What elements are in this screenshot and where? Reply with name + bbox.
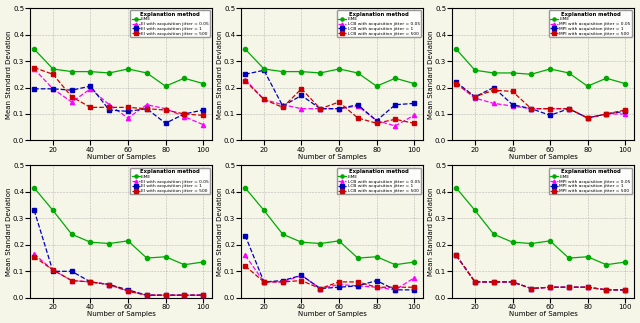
Y-axis label: Mean Standard Deviation: Mean Standard Deviation: [216, 187, 223, 276]
Legend: LIME, LCB with acquisition jitter = 0.05, LCB with acquisition jitter = 1, LCB w: LIME, LCB with acquisition jitter = 0.05…: [337, 168, 421, 194]
Legend: LIME, EI with acquisition jitter = 0.05, EI with acquisition jitter = 1, EI with: LIME, EI with acquisition jitter = 0.05,…: [131, 168, 210, 194]
Legend: LIME, EI with acquisition jitter = 0.05, EI with acquisition jitter = 1, EI with: LIME, EI with acquisition jitter = 0.05,…: [131, 10, 210, 37]
Y-axis label: Mean Standard Deviation: Mean Standard Deviation: [6, 30, 12, 119]
Legend: LIME, LCB with acquisition jitter = 0.05, LCB with acquisition jitter = 1, LCB w: LIME, LCB with acquisition jitter = 0.05…: [337, 10, 421, 37]
Y-axis label: Mean Standard Deviation: Mean Standard Deviation: [428, 187, 433, 276]
Text: (a): (a): [115, 183, 128, 192]
X-axis label: Number of Samples: Number of Samples: [298, 154, 367, 160]
Y-axis label: Mean Standard Deviation: Mean Standard Deviation: [216, 30, 223, 119]
Text: (c): (c): [537, 183, 550, 192]
X-axis label: Number of Samples: Number of Samples: [87, 311, 156, 318]
X-axis label: Number of Samples: Number of Samples: [87, 154, 156, 160]
Y-axis label: Mean Standard Deviation: Mean Standard Deviation: [6, 187, 12, 276]
X-axis label: Number of Samples: Number of Samples: [509, 154, 578, 160]
Legend: LIME, MPI with acquisition jitter = 0.05, MPI with acquisition jitter = 1, MPI w: LIME, MPI with acquisition jitter = 0.05…: [548, 10, 632, 37]
X-axis label: Number of Samples: Number of Samples: [298, 311, 367, 318]
Text: (b): (b): [326, 183, 339, 192]
X-axis label: Number of Samples: Number of Samples: [509, 311, 578, 318]
Legend: LIME, MPI with acquisition jitter = 0.05, MPI with acquisition jitter = 1, MPI w: LIME, MPI with acquisition jitter = 0.05…: [548, 168, 632, 194]
Y-axis label: Mean Standard Deviation: Mean Standard Deviation: [428, 30, 433, 119]
